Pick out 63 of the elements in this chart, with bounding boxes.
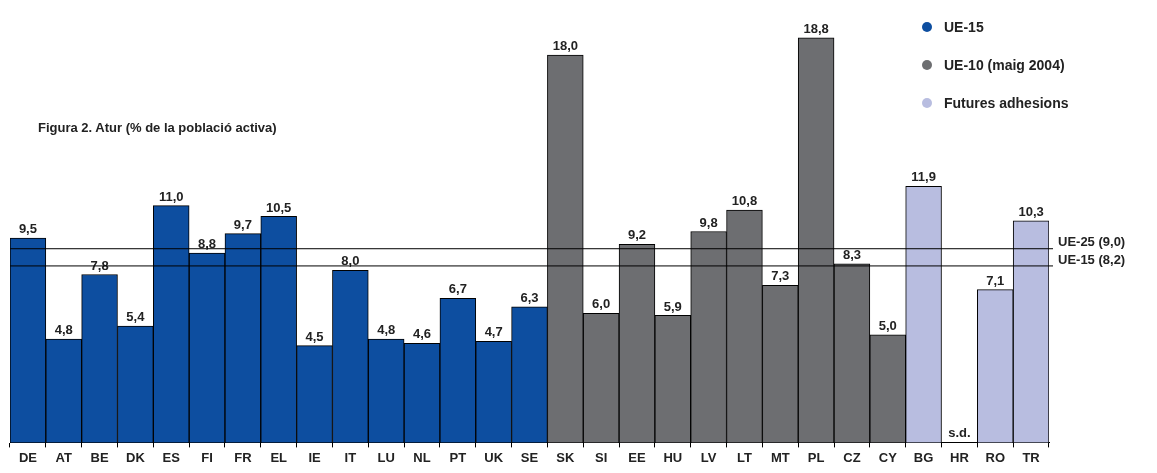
ref-line-label: UE-25 (9,0): [1058, 234, 1126, 250]
x-tick-label: TR: [1022, 449, 1041, 465]
data-label: 7,3: [771, 268, 790, 284]
legend-label: Futures adhesions: [944, 95, 1069, 111]
x-tick-label: BE: [90, 449, 109, 465]
x-tick-label: ES: [162, 449, 181, 465]
x-tick-label: HR: [950, 449, 970, 465]
data-label: 4,5: [305, 328, 324, 344]
ref-line-label: UE-15 (8,2): [1058, 251, 1126, 267]
x-tick-label: DE: [18, 449, 38, 465]
x-tick-label: EL: [270, 449, 288, 465]
x-tick-label: LU: [377, 449, 395, 465]
data-label: 8,3: [842, 246, 861, 262]
x-tick-label: IT: [344, 449, 357, 465]
data-label: 6,0: [592, 296, 611, 312]
x-tick-label: HU: [663, 449, 683, 465]
data-label: 8,0: [341, 253, 360, 269]
data-label: 9,7: [233, 216, 252, 232]
data-label: 5,4: [126, 309, 146, 325]
data-label: 11,9: [911, 169, 936, 185]
data-label: 9,5: [18, 221, 37, 237]
x-tick-label: CZ: [843, 449, 861, 465]
x-tick-label: UK: [484, 449, 504, 465]
x-tick-label: RO: [985, 449, 1006, 465]
data-label: 8,8: [198, 236, 217, 252]
data-label: 9,2: [627, 227, 647, 243]
x-tick-label: IE: [308, 449, 321, 465]
data-label: 4,6: [412, 326, 432, 342]
data-label: 10,8: [731, 193, 758, 209]
x-tick-label: PL: [807, 449, 825, 465]
legend-label: UE-15: [944, 19, 984, 35]
x-tick-label: NL: [413, 449, 431, 465]
data-label: 6,7: [448, 281, 467, 297]
data-label: 4,8: [54, 322, 73, 338]
data-label: 10,5: [266, 199, 292, 215]
x-tick-label: SE: [520, 449, 539, 465]
data-label: 10,3: [1018, 203, 1044, 219]
x-tick-label: LT: [737, 449, 752, 465]
data-label: 4,8: [377, 322, 396, 338]
x-tick-label: SK: [556, 449, 575, 465]
x-tick-label: AT: [55, 449, 72, 465]
x-tick-label: LV: [700, 449, 717, 465]
legend-label: UE-10 (maig 2004): [944, 57, 1065, 73]
data-label: 4,7: [484, 324, 503, 340]
x-tick-label: SI: [595, 449, 608, 465]
x-tick-label: FR: [234, 449, 253, 465]
x-tick-label: EE: [628, 449, 646, 465]
text: Figura 2. Atur (% de la població activa): [38, 120, 277, 135]
x-tick-label: CY: [878, 449, 898, 465]
x-tick-label: FI: [201, 449, 213, 465]
data-label: 5,0: [878, 317, 897, 333]
x-tick-label: BG: [913, 449, 934, 465]
x-tick-label: DK: [126, 449, 146, 465]
data-label: 5,9: [663, 298, 682, 314]
data-label: 6,3: [520, 289, 539, 305]
data-label: 7,1: [986, 272, 1005, 288]
data-label: 18,0: [552, 38, 578, 54]
text: s.d.: [948, 425, 971, 441]
x-tick-label: PT: [449, 449, 467, 465]
data-label: 11,0: [158, 188, 184, 204]
x-tick-label: MT: [770, 449, 790, 465]
data-label: 9,8: [699, 214, 718, 230]
data-label: 18,8: [803, 20, 829, 36]
